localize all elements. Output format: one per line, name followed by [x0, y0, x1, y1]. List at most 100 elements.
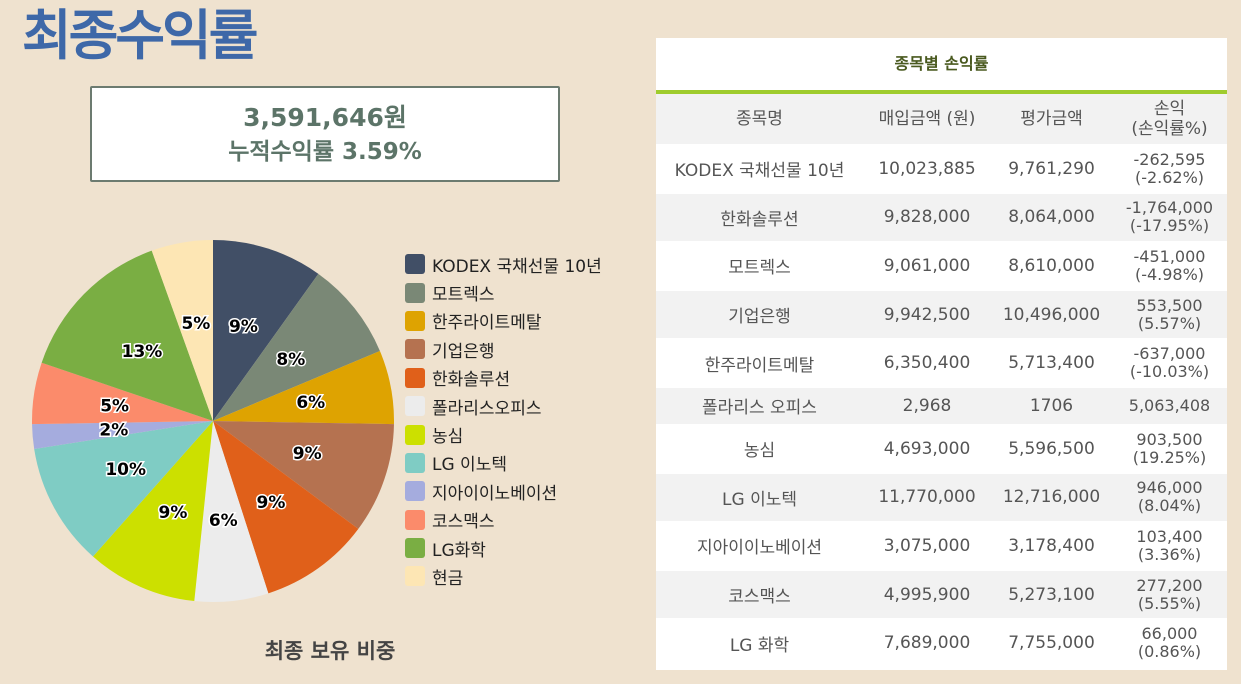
pie-data-label-3: 9% — [293, 444, 322, 464]
table-row: 한화솔루션 9,828,000 8,064,000 -1,764,000 (-17.95… — [656, 192, 1227, 242]
cell-pnl-percent: (-4.98%) — [1134, 264, 1205, 284]
col-header-name: 종목명 — [656, 94, 863, 145]
pie-slice-8 — [32, 421, 214, 450]
col-header-buy: 매입금액 (원) — [863, 94, 991, 145]
cell-pnl-value: 903,500 — [1136, 429, 1203, 449]
cell-buy-amount: 6,350,400 — [863, 338, 991, 388]
pie-data-label-11: 5% — [181, 314, 210, 334]
cell-pnl-value: 103,400 — [1136, 526, 1203, 546]
cell-name: 지아이이노베이션 — [656, 521, 863, 571]
cell-pnl: -1,764,000 (-17.95%) — [1112, 192, 1227, 242]
legend-label: KODEX 국채선물 10년 — [432, 256, 602, 277]
pie-data-label-6: 9% — [158, 503, 187, 523]
table-row: 지아이이노베이션 3,075,000 3,178,400 103,400 (3.36%) — [656, 521, 1227, 571]
cell-pnl-percent: (-2.62%) — [1134, 167, 1205, 187]
table-title: 종목별 손익률 — [656, 38, 1227, 94]
col-header-pnl-line1: 손익 — [1153, 99, 1186, 119]
legend-swatch — [405, 282, 425, 303]
summary-box: 3,591,646원 누적수익률 3.59% — [90, 86, 560, 182]
cell-buy-amount: 9,942,500 — [863, 289, 991, 339]
legend-label: LG 이노텍 — [432, 455, 507, 476]
cell-eval-amount: 8,610,000 — [991, 241, 1112, 291]
cell-pnl-percent: (0.86%) — [1137, 642, 1202, 662]
legend-label: 한주라이트메탈 — [432, 313, 542, 334]
table-row: 코스맥스 4,995,900 5,273,100 277,200 (5.55%) — [656, 569, 1227, 619]
col-header-eval: 평가금액 — [991, 94, 1112, 145]
cell-name: 한주라이트메탈 — [656, 338, 863, 388]
legend-label: LG화학 — [432, 540, 486, 561]
pie-data-label-9: 5% — [100, 397, 129, 417]
legend-swatch — [405, 254, 425, 275]
legend-swatch — [405, 509, 425, 530]
legend-label: 기업은행 — [432, 341, 495, 362]
cell-buy-amount: 2,968 — [863, 386, 991, 425]
cell-pnl: 277,200 (5.55%) — [1112, 569, 1227, 619]
cell-name: 한화솔루션 — [656, 192, 863, 242]
cell-buy-amount: 9,061,000 — [863, 241, 991, 291]
table-row: 농심 4,693,000 5,596,500 903,500 (19.25%) — [656, 423, 1227, 474]
legend-item: 코스맥스 — [405, 506, 602, 534]
pie-data-label-4: 9% — [257, 493, 286, 513]
cell-name: 모트렉스 — [656, 241, 863, 291]
cell-pnl: 946,000 (8.04%) — [1112, 472, 1227, 522]
legend-swatch — [405, 538, 425, 559]
pie-data-label-7: 10% — [105, 460, 146, 480]
cell-pnl-value: -451,000 — [1133, 246, 1206, 266]
cell-buy-amount: 3,075,000 — [863, 521, 991, 571]
legend-label: 폴라리스오피스 — [432, 398, 542, 419]
pie-caption: 최종 보유 비중 — [264, 639, 396, 663]
pie-data-label-1: 8% — [276, 350, 305, 370]
cell-buy-amount: 7,689,000 — [863, 618, 991, 667]
legend-item: 한주라이트메탈 — [405, 307, 602, 335]
pie-slice-10 — [41, 250, 213, 421]
legend-item: 기업은행 — [405, 335, 602, 363]
cell-name: 폴라리스 오피스 — [656, 386, 863, 425]
table-row: 한주라이트메탈 6,350,400 5,713,400 -637,000 (-10.03… — [656, 338, 1227, 388]
final-profit-amount: 3,591,646원 — [243, 103, 407, 132]
cell-pnl: 5,063,408 — [1112, 386, 1227, 425]
cumulative-return-rate: 누적수익률 3.59% — [228, 139, 422, 165]
legend-label: 코스맥스 — [432, 512, 495, 533]
cell-eval-amount: 5,596,500 — [991, 423, 1112, 474]
pie-slice-9 — [32, 362, 213, 425]
legend-swatch — [405, 396, 425, 417]
col-header-pnl-line2: (손익률%) — [1131, 119, 1208, 139]
legend-swatch — [405, 424, 425, 445]
legend-swatch — [405, 452, 425, 473]
cell-name: 기업은행 — [656, 289, 863, 339]
cell-pnl: -451,000 (-4.98%) — [1112, 241, 1227, 291]
table-row: 폴라리스 오피스 2,968 1706 5,063,408 — [656, 386, 1227, 425]
pie-slice-3 — [213, 421, 394, 529]
table-row: 모트렉스 9,061,000 8,610,000 -451,000 (-4.98%) — [656, 241, 1227, 291]
cell-pnl: 903,500 (19.25%) — [1112, 423, 1227, 474]
page-title: 최종수익률 — [22, 4, 258, 67]
cell-buy-amount: 4,693,000 — [863, 423, 991, 474]
cell-name: 코스맥스 — [656, 569, 863, 619]
pie-slice-11 — [151, 240, 213, 421]
pie-slice-4 — [213, 421, 359, 594]
cell-pnl-value: 946,000 — [1136, 478, 1203, 498]
legend-label: 농심 — [432, 427, 464, 448]
cell-eval-amount: 1706 — [991, 386, 1112, 425]
table-row: 기업은행 9,942,500 10,496,000 553,500 (5.57%) — [656, 289, 1227, 339]
cell-eval-amount: 3,178,400 — [991, 521, 1112, 571]
pie-data-label-2: 6% — [296, 393, 325, 413]
cell-pnl-percent: (5.55%) — [1137, 593, 1202, 613]
legend-swatch — [405, 481, 425, 502]
cell-pnl: -637,000 (-10.03%) — [1112, 338, 1227, 388]
cell-eval-amount: 7,755,000 — [991, 618, 1112, 667]
holdings-pie-chart: 9% 8% 6% 9% 9% 6% 9% 10% 2% 5% 13% 5% — [32, 240, 394, 602]
cell-pnl-percent: (8.04%) — [1137, 496, 1202, 516]
cell-pnl-value: -262,595 — [1133, 149, 1206, 169]
legend-item: 한화솔루션 — [405, 364, 602, 392]
pnl-table-panel: 종목별 손익률 종목명 매입금액 (원) 평가금액 손익 (손익률%) KODE… — [656, 38, 1227, 670]
legend-label: 모트렉스 — [432, 285, 495, 306]
cell-buy-amount: 11,770,000 — [863, 472, 991, 522]
legend-item: 현금 — [405, 562, 602, 590]
cell-pnl: -262,595 (-2.62%) — [1112, 144, 1227, 194]
cell-pnl-value: -1,764,000 — [1125, 198, 1214, 218]
legend-item: LG 이노텍 — [405, 449, 602, 477]
legend-item: LG화학 — [405, 534, 602, 562]
table-row: LG 이노텍 11,770,000 12,716,000 946,000 (8.04%) — [656, 472, 1227, 522]
cell-eval-amount: 12,716,000 — [991, 472, 1112, 522]
